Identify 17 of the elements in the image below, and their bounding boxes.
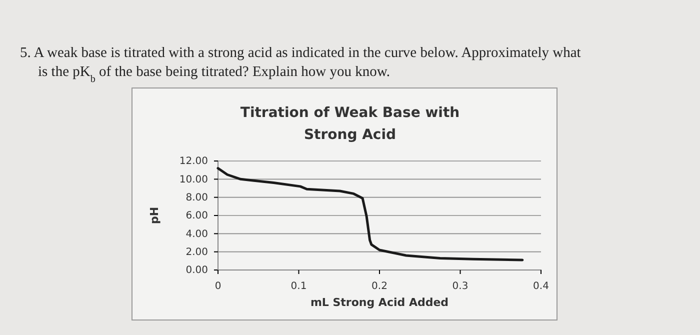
x-tick-label: 0.2: [372, 281, 388, 292]
text: 5. A weak base is titrated with a strong acid as indicated in the curve below. Approximately what is the pK$_{b}$ of the base being titrated? Explain how you know.: [20, 45, 581, 84]
y-tick-label: 0.00: [186, 265, 208, 276]
x-tick-label: 0.3: [452, 281, 468, 292]
y-axis-title: pH: [148, 206, 161, 224]
y-tick-label: 12.00: [179, 156, 208, 168]
y-tick-label: 8.00: [186, 192, 208, 204]
chart-title: Titration of Weak Base with Strong Acid: [240, 105, 460, 143]
x-axis-title: mL Strong Acid Added: [310, 296, 449, 309]
x-tick-label: 0: [214, 281, 222, 292]
y-tick-label: 4.00: [186, 228, 208, 240]
y-tick-label: 2.00: [186, 247, 208, 258]
x-tick-label: 0.1: [290, 281, 307, 292]
y-tick-label: 10.00: [179, 174, 208, 186]
line-series: [216, 167, 524, 262]
x-tick-label: 0.4: [533, 281, 549, 292]
y-tick-label: 6.00: [186, 210, 208, 222]
